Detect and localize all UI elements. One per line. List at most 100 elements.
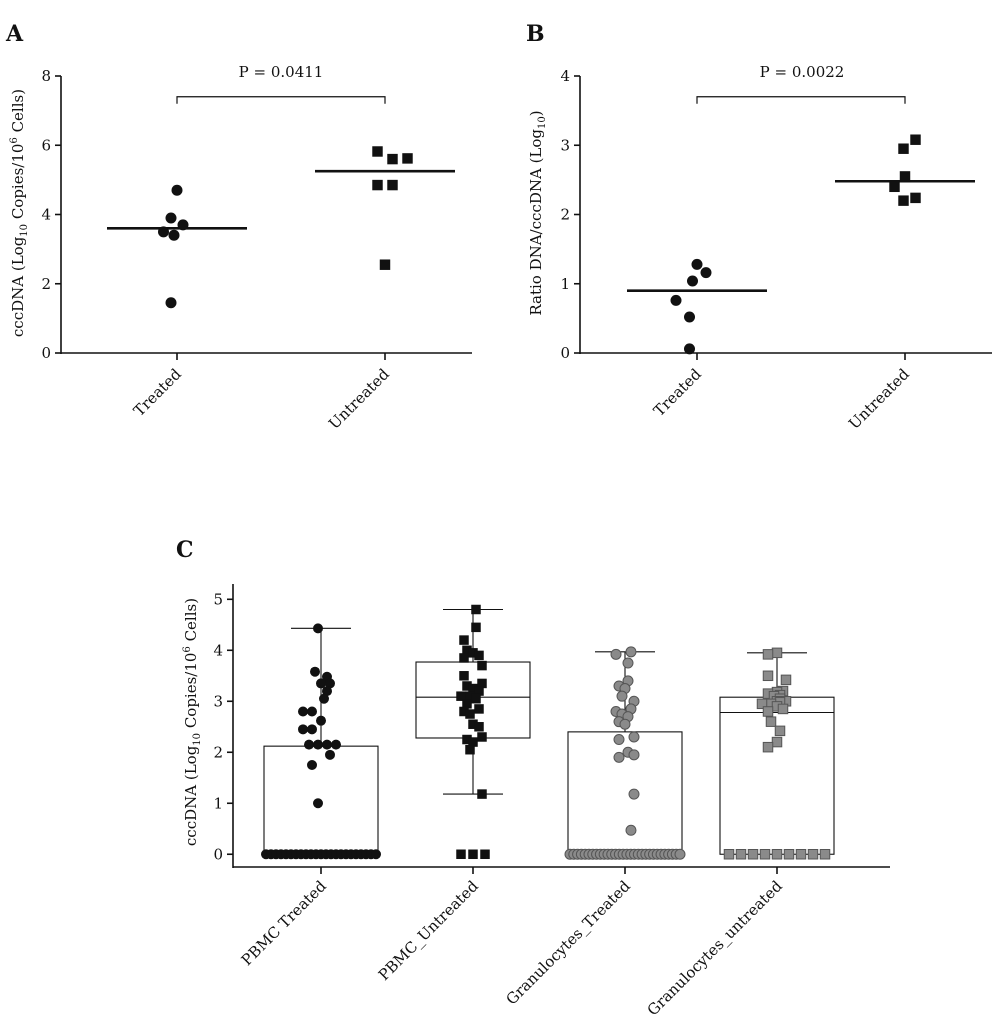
panel-c-data-point	[471, 622, 481, 633]
panel-c-data-point	[304, 739, 314, 750]
panel-a: A P = 0.0411 cccDNA (Log10 Copies/106 Ce…	[5, 21, 323, 337]
panel-c-data-point	[462, 734, 472, 745]
panel-c-data-point	[471, 693, 481, 704]
panel-c-y-tick-label: 5	[213, 590, 223, 608]
panel-b-y-tick-label: 1	[560, 275, 570, 293]
panel-c-data-point	[819, 849, 831, 860]
panel-c-data-point	[462, 699, 472, 709]
panel-c-x-tick-label: Granulocytes_Treated	[502, 877, 634, 1009]
panel-c-data-point	[619, 718, 631, 730]
panel-c-data-point	[307, 706, 317, 717]
panel-c-data-point	[459, 706, 469, 717]
panel-c-y-tick-label: 2	[213, 743, 223, 761]
panel-c-data-point	[674, 848, 686, 860]
panel-c-data-point	[777, 703, 789, 715]
panel-c-data-point	[762, 741, 774, 753]
panel-c-data-point	[325, 678, 335, 689]
panel-b-data-point	[910, 134, 921, 145]
panel-c-data-point	[325, 749, 335, 760]
panel-c-data-point	[747, 849, 759, 860]
panel-c-x-tick-label: Granulocytes_untreated	[644, 877, 786, 1019]
panel-c-data-point	[780, 674, 792, 686]
panel-b-letter: B	[526, 21, 545, 47]
panel-b-x-tick-label: Untreated	[845, 365, 913, 433]
panel-c-data-point	[756, 698, 768, 710]
panel-c-data-point	[313, 739, 323, 750]
panel-a-data-point	[171, 184, 183, 196]
panel-c-y-tick-label: 1	[213, 794, 223, 812]
panel-c-letter: C	[176, 537, 194, 563]
panel-c-data-point	[474, 650, 484, 661]
panel-c-data-point	[468, 849, 478, 860]
panel-b-data-point	[684, 311, 695, 323]
panel-a-data-point	[387, 153, 398, 165]
panel-c-data-point	[613, 751, 625, 763]
panel-c-data-point	[322, 686, 332, 697]
panel-b-y-tick-label: 4	[560, 67, 570, 85]
panel-a-data-point	[158, 226, 169, 238]
panel-c-data-point	[762, 670, 774, 682]
panel-c-data-point	[613, 734, 625, 746]
panel-a-data-point	[402, 153, 413, 164]
panel-a-data-point	[177, 219, 189, 231]
panel-b-data-point	[899, 171, 911, 182]
panel-b-data-point	[898, 195, 909, 206]
panel-c-data-point	[459, 671, 469, 681]
panel-c-data-point	[465, 709, 475, 719]
panel-a-data-point	[387, 179, 398, 191]
panel-a-plot: 0 2 4 6 8 Treated Untreated	[41, 67, 472, 433]
panel-c-data-point	[307, 760, 317, 771]
panel-c-data-point	[456, 691, 466, 701]
panel-c-data-point	[723, 849, 735, 860]
panel-c-data-point	[795, 849, 807, 860]
panel-b-data-point	[700, 267, 712, 279]
panel-c-data-point	[610, 648, 622, 660]
panel-b-x-tick-label: Treated	[650, 365, 705, 420]
panel-c-data-point	[735, 849, 747, 860]
panel-c-data-point	[771, 849, 783, 860]
panel-a-data-point	[372, 179, 383, 191]
panel-a-data-point	[165, 212, 177, 224]
panel-b-data-point	[889, 181, 900, 193]
panel-a-data-point	[372, 146, 383, 157]
panel-c-data-point	[316, 678, 326, 689]
panel-c-data-point	[807, 849, 819, 860]
panel-c-data-point	[465, 691, 475, 701]
panel-c-data-point	[774, 725, 786, 737]
panel-a-y-tick-label: 8	[41, 67, 51, 85]
panel-c-data-point	[474, 686, 484, 696]
panel-c-data-point	[625, 646, 637, 658]
panel-a-y-tick-label: 2	[41, 275, 51, 293]
panel-b-data-point	[910, 192, 921, 204]
panel-c-data-point	[313, 623, 323, 634]
panel-c-y-tick-label: 4	[213, 641, 223, 659]
panel-b-pvalue: P = 0.0022	[760, 63, 845, 81]
panel-c-data-point	[771, 647, 783, 659]
panel-c-data-point	[765, 716, 777, 727]
panel-c-data-point	[462, 645, 472, 656]
panel-c-data-point	[477, 789, 487, 799]
panel-b: B P = 0.0022 Ratio DNA/cccDNA (Log10)	[526, 21, 844, 316]
panel-b-significance-bracket	[696, 96, 906, 104]
panel-c-data-point	[477, 678, 487, 689]
panel-a-letter: A	[5, 21, 24, 47]
panel-c-data-point	[474, 704, 484, 714]
panel-a-data-point	[379, 259, 391, 270]
panel-c-data-point	[628, 731, 640, 743]
panel-a-pvalue: P = 0.0411	[239, 63, 324, 81]
panel-c-data-point	[468, 737, 478, 747]
panel-c-data-point	[616, 690, 628, 702]
panel-c-data-point	[465, 744, 475, 755]
panel-c-data-point	[480, 849, 490, 860]
panel-b-data-point	[691, 258, 703, 270]
panel-b-data-point	[670, 294, 682, 306]
panel-c-data-point	[468, 719, 478, 729]
panel-c-data-point	[477, 660, 487, 671]
panel-a-x-tick-label: Untreated	[325, 365, 393, 433]
panel-c-data-point	[298, 724, 308, 735]
panel-c-x-tick-label: PBMC_Untreated	[375, 877, 482, 984]
panel-c-data-point	[771, 736, 783, 748]
panel-c-data-point	[628, 749, 640, 761]
panel-c-data-point	[468, 648, 478, 658]
